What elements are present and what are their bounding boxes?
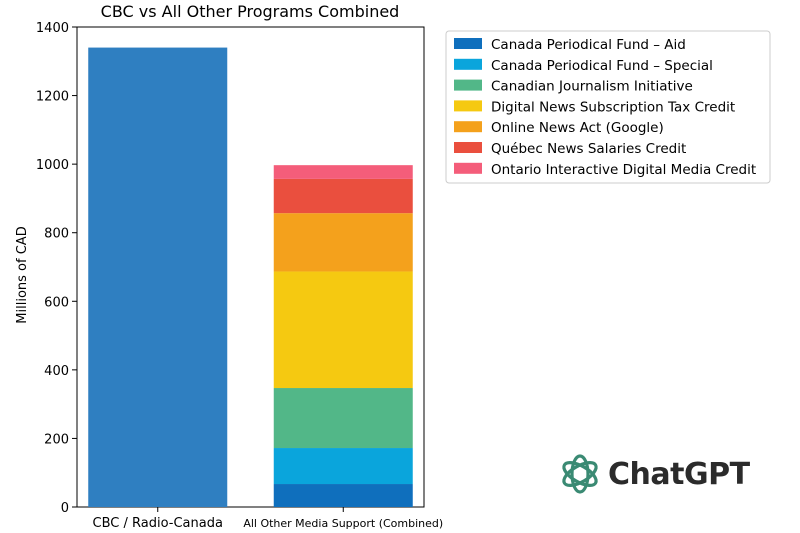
y-tick-label: 200 bbox=[44, 432, 69, 447]
legend-swatch bbox=[454, 38, 482, 49]
legend-swatch bbox=[454, 142, 482, 153]
y-tick-label: 800 bbox=[44, 227, 69, 242]
bar-segment-7 bbox=[273, 165, 413, 179]
openai-knot-icon bbox=[562, 454, 598, 494]
legend-label: Canada Periodical Fund – Special bbox=[491, 58, 713, 74]
bar-segment-5 bbox=[273, 213, 413, 272]
legend-label: Canada Periodical Fund – Aid bbox=[491, 37, 686, 53]
y-tick-label: 0 bbox=[61, 501, 69, 516]
legend-label: Québec News Salaries Credit bbox=[491, 141, 686, 157]
legend-frame bbox=[445, 30, 771, 184]
legend-swatch bbox=[454, 79, 482, 91]
legend-swatch bbox=[454, 58, 482, 70]
bar-segment-6 bbox=[273, 178, 413, 214]
bar-segment-2 bbox=[273, 448, 413, 485]
y-axis-ticks: 0 200 400 600 800 1000 1200 1400 bbox=[36, 21, 77, 516]
legend-swatch bbox=[454, 121, 482, 133]
bar-segment-3 bbox=[273, 388, 413, 449]
legend-label: Digital News Subscription Tax Credit bbox=[491, 99, 735, 115]
legend-swatch bbox=[454, 100, 482, 112]
x-axis-ticks: CBC / Radio-Canada All Other Media Suppor… bbox=[93, 507, 443, 531]
y-axis-label: Millions of CAD bbox=[15, 226, 30, 323]
legend-swatch bbox=[454, 162, 482, 174]
y-tick-label: 1400 bbox=[36, 21, 69, 36]
legend-label: Canadian Journalism Initiative bbox=[491, 79, 693, 95]
watermark-text: ChatGPT bbox=[608, 456, 750, 492]
y-tick-label: 400 bbox=[44, 364, 69, 379]
y-tick-label: 600 bbox=[44, 295, 69, 310]
bar-segment-4 bbox=[273, 271, 413, 389]
chatgpt-watermark: ChatGPT bbox=[558, 452, 750, 496]
y-tick-label: 1000 bbox=[36, 158, 69, 173]
legend-label: Online News Act (Google) bbox=[491, 120, 664, 136]
chart-title: CBC vs All Other Programs Combined bbox=[101, 2, 400, 21]
x-tick-label: CBC / Radio-Canada bbox=[93, 516, 223, 531]
x-tick-label: All Other Media Support (Combined) bbox=[243, 517, 443, 530]
legend: Canada Periodical Fund – Aid Canada Perio… bbox=[445, 30, 771, 184]
bar-cbc bbox=[88, 47, 228, 507]
bar-segment-1 bbox=[273, 484, 413, 507]
bars bbox=[88, 47, 413, 507]
plot-frame bbox=[76, 26, 425, 508]
legend-label: Ontario Interactive Digital Media Credit bbox=[491, 162, 756, 178]
y-tick-label: 1200 bbox=[36, 90, 69, 105]
